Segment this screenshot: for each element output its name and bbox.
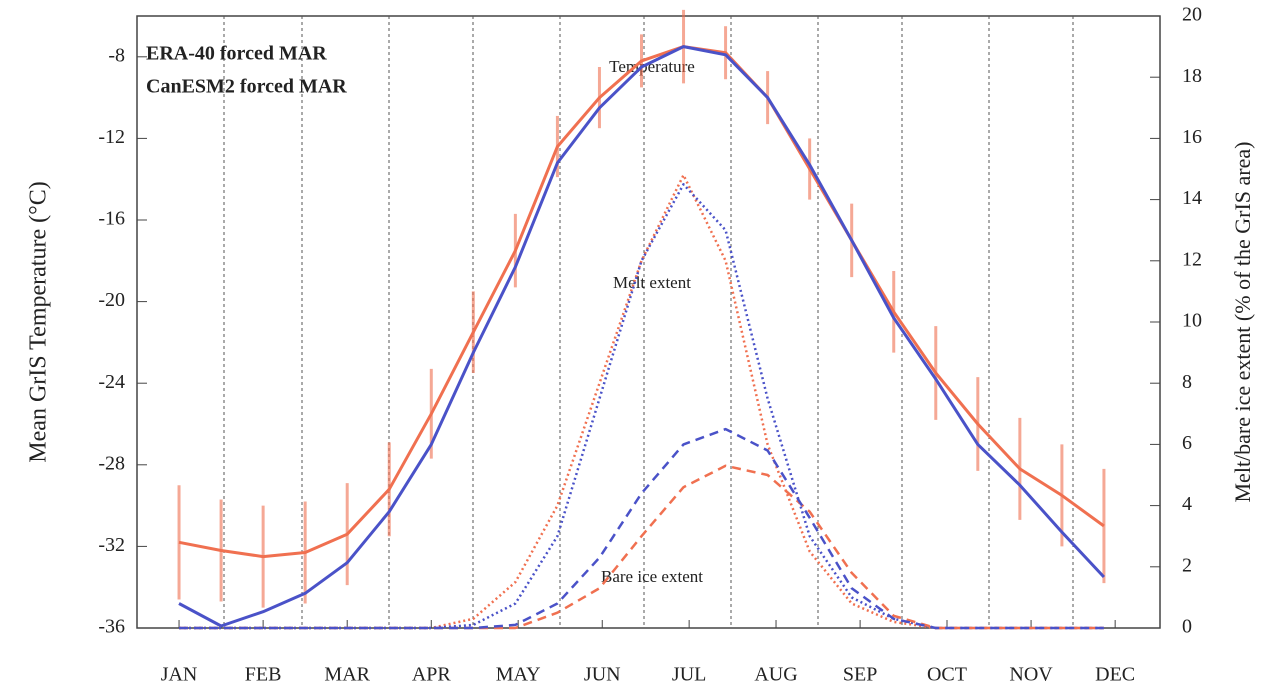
series-line (179, 173, 1104, 630)
x-tick-label: FEB (245, 664, 282, 686)
x-tick-label: JUL (672, 664, 706, 686)
legend-entry: ERA-40 forced MAR (146, 43, 327, 65)
series-line (179, 427, 1104, 630)
y-tick-label: -32 (98, 534, 125, 556)
annotation: Temperature (609, 57, 695, 76)
y2-tick-label: 8 (1182, 371, 1192, 393)
x-tick-label: JAN (161, 664, 198, 686)
y2-tick-label: 2 (1182, 554, 1192, 576)
y2-axis-label: Melt/bare ice extent (% of the GrIS area… (1230, 142, 1255, 503)
legend-entry: CanESM2 forced MAR (146, 76, 347, 98)
y-tick-label: -12 (98, 126, 125, 148)
annotation: Bare ice extent (601, 567, 703, 586)
y2-tick-label: 10 (1182, 310, 1202, 332)
y-tick-label: -24 (98, 371, 125, 393)
y2-tick-label: 0 (1182, 616, 1192, 638)
y-tick-label: -16 (98, 208, 125, 230)
month-separators (223, 16, 1074, 628)
y-tick-label: -28 (98, 452, 125, 474)
x-tick-label: NOV (1009, 664, 1053, 686)
series-line (178, 45, 1105, 559)
y2-tick-label: 18 (1182, 65, 1202, 87)
y-tick-label: -8 (108, 44, 125, 66)
y2-tick-label: 14 (1182, 187, 1202, 209)
y2-tick-label: 12 (1182, 248, 1202, 270)
x-tick-label: SEP (843, 664, 877, 686)
y2-tick-label: 20 (1182, 4, 1202, 26)
y-axis-label: Mean GrIS Temperature (°C) (26, 181, 52, 462)
y-tick-label: -20 (98, 289, 125, 311)
series-line (179, 183, 1104, 630)
x-tick-label: MAY (496, 664, 541, 686)
plot-frame (136, 15, 1161, 629)
x-tick-label: AUG (754, 664, 797, 686)
x-tick-label: APR (412, 664, 452, 686)
y-tick-label: -36 (98, 616, 125, 638)
series-line (178, 45, 1105, 628)
y2-tick-label: 16 (1182, 126, 1202, 148)
x-tick-label: DEC (1095, 664, 1135, 686)
y2-tick-label: 6 (1182, 432, 1192, 454)
x-tick-label: MAR (324, 664, 370, 686)
y2-tick-label: 4 (1182, 493, 1192, 515)
annotation: Melt extent (613, 273, 691, 292)
x-tick-label: OCT (927, 664, 967, 686)
x-tick-label: JUN (584, 664, 621, 686)
